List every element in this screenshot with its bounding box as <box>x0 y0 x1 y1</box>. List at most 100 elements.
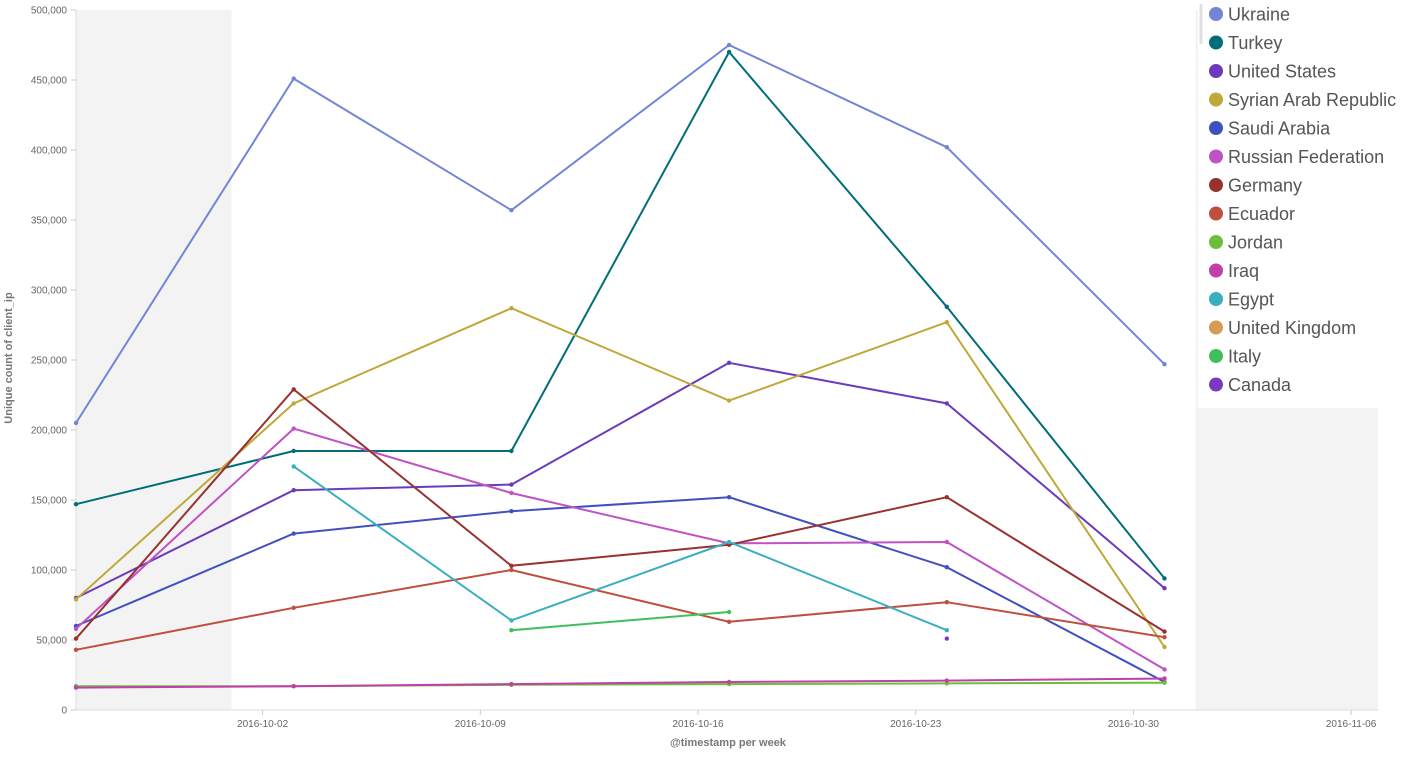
data-point-iraq[interactable] <box>944 678 949 683</box>
y-axis-title: Unique count of client_ip <box>3 292 15 424</box>
data-point-syrian-arab-republic[interactable] <box>291 401 296 406</box>
legend-item-jordan[interactable]: Jordan <box>1209 233 1283 253</box>
legend-label: Turkey <box>1228 33 1282 53</box>
legend-swatch <box>1209 64 1223 78</box>
data-point-turkey[interactable] <box>291 448 296 454</box>
legend-label: Ukraine <box>1228 5 1290 25</box>
x-axis-title: @timestamp per week <box>670 737 787 749</box>
data-point-united-states[interactable] <box>509 482 514 487</box>
data-point-ukraine[interactable] <box>944 145 949 150</box>
data-point-canada[interactable] <box>944 636 949 641</box>
data-point-ecuador[interactable] <box>291 605 296 610</box>
data-point-turkey[interactable] <box>73 502 79 507</box>
legend-item-ukraine[interactable]: Ukraine <box>1209 5 1290 25</box>
series-russian-federation <box>73 426 1167 672</box>
legend-item-iraq[interactable]: Iraq <box>1209 261 1259 281</box>
data-point-italy[interactable] <box>509 628 514 633</box>
data-point-ukraine[interactable] <box>726 42 732 48</box>
x-tick-label: 2016-10-30 <box>1108 719 1160 730</box>
legend-swatch <box>1209 235 1223 249</box>
data-point-ecuador[interactable] <box>509 567 514 573</box>
data-point-germany[interactable] <box>509 563 514 568</box>
data-point-italy[interactable] <box>726 609 732 615</box>
series-ecuador <box>73 567 1167 652</box>
data-point-germany[interactable] <box>1162 629 1167 634</box>
data-point-ecuador[interactable] <box>73 647 79 652</box>
legend-item-germany[interactable]: Germany <box>1209 176 1302 196</box>
y-tick-label: 200,000 <box>31 426 68 437</box>
legend-item-united-kingdom[interactable]: United Kingdom <box>1209 318 1356 338</box>
data-point-russian-federation[interactable] <box>944 539 949 545</box>
data-point-saudi-arabia[interactable] <box>509 509 514 514</box>
data-point-egypt[interactable] <box>291 464 296 469</box>
data-point-united-states[interactable] <box>1162 586 1167 591</box>
x-tick-label: 2016-10-23 <box>890 719 942 730</box>
series-line-ecuador <box>75 569 1165 651</box>
legend-item-saudi-arabia[interactable]: Saudi Arabia <box>1209 119 1331 139</box>
data-point-saudi-arabia[interactable] <box>944 565 949 570</box>
data-point-turkey[interactable] <box>1162 576 1167 581</box>
legend-item-turkey[interactable]: Turkey <box>1209 33 1282 53</box>
data-point-ukraine[interactable] <box>291 76 296 81</box>
data-point-russian-federation[interactable] <box>73 626 79 631</box>
legend-item-syrian-arab-republic[interactable]: Syrian Arab Republic <box>1209 90 1396 110</box>
legend-swatch <box>1209 377 1223 392</box>
data-point-iraq[interactable] <box>1162 676 1167 681</box>
legend-item-russian-federation[interactable]: Russian Federation <box>1209 147 1384 167</box>
data-point-united-states[interactable] <box>726 360 732 365</box>
data-point-egypt[interactable] <box>509 618 514 623</box>
data-point-jordan[interactable] <box>1162 680 1167 685</box>
series-line-egypt <box>293 465 948 632</box>
data-point-iraq[interactable] <box>509 681 514 687</box>
data-point-russian-federation[interactable] <box>1162 667 1167 672</box>
data-point-turkey[interactable] <box>509 448 514 454</box>
legend-swatch <box>1209 320 1223 335</box>
data-point-syrian-arab-republic[interactable] <box>509 306 514 311</box>
series-syrian-arab-republic <box>73 306 1167 650</box>
data-point-ukraine[interactable] <box>1162 362 1167 367</box>
data-point-iraq[interactable] <box>726 679 732 685</box>
series-iraq <box>73 676 1167 690</box>
data-point-united-states[interactable] <box>291 488 296 493</box>
legend-item-canada[interactable]: Canada <box>1209 375 1292 395</box>
data-point-germany[interactable] <box>291 387 296 392</box>
data-point-united-states[interactable] <box>944 401 949 406</box>
y-tick-labels: 0 50,000 100,000 150,000 200,000 250,000 300,0… <box>31 6 76 717</box>
data-point-russian-federation[interactable] <box>291 426 296 431</box>
data-point-ukraine[interactable] <box>73 420 79 426</box>
legend-item-united-states[interactable]: United States <box>1209 62 1336 82</box>
data-point-ecuador[interactable] <box>1162 635 1167 640</box>
legend-background <box>1198 0 1412 408</box>
data-point-turkey[interactable] <box>726 49 732 55</box>
data-point-syrian-arab-republic[interactable] <box>1162 644 1167 650</box>
data-point-iraq[interactable] <box>291 684 296 689</box>
data-point-germany[interactable] <box>73 636 79 641</box>
legend-item-italy[interactable]: Italy <box>1209 347 1261 367</box>
data-point-egypt[interactable] <box>726 539 732 545</box>
legend: Ukraine Turkey United States Syrian Arab Re… <box>1198 0 1412 408</box>
legend-label: Saudi Arabia <box>1228 119 1331 139</box>
legend-item-ecuador[interactable]: Ecuador <box>1209 204 1295 224</box>
series-canada <box>944 636 949 641</box>
data-point-egypt[interactable] <box>944 628 949 633</box>
x-tick-label: 2016-10-02 <box>237 719 289 730</box>
series-line-italy <box>511 611 730 632</box>
legend-item-egypt[interactable]: Egypt <box>1209 290 1274 310</box>
data-point-iraq[interactable] <box>73 685 79 690</box>
data-point-saudi-arabia[interactable] <box>291 531 296 536</box>
data-point-germany[interactable] <box>944 495 949 500</box>
data-point-syrian-arab-republic[interactable] <box>73 597 79 602</box>
legend-label: Germany <box>1228 176 1302 196</box>
data-point-turkey[interactable] <box>944 304 949 309</box>
data-point-syrian-arab-republic[interactable] <box>944 320 949 325</box>
y-tick-label: 50,000 <box>36 636 67 647</box>
series-line-united-states <box>75 361 1166 599</box>
data-point-saudi-arabia[interactable] <box>726 495 732 500</box>
data-point-syrian-arab-republic[interactable] <box>726 398 732 403</box>
data-point-ecuador[interactable] <box>944 600 949 605</box>
legend-swatch <box>1209 92 1223 107</box>
data-point-ukraine[interactable] <box>509 208 514 213</box>
legend-label: Syrian Arab Republic <box>1228 90 1396 110</box>
data-point-russian-federation[interactable] <box>509 490 514 496</box>
data-point-ecuador[interactable] <box>726 619 732 624</box>
